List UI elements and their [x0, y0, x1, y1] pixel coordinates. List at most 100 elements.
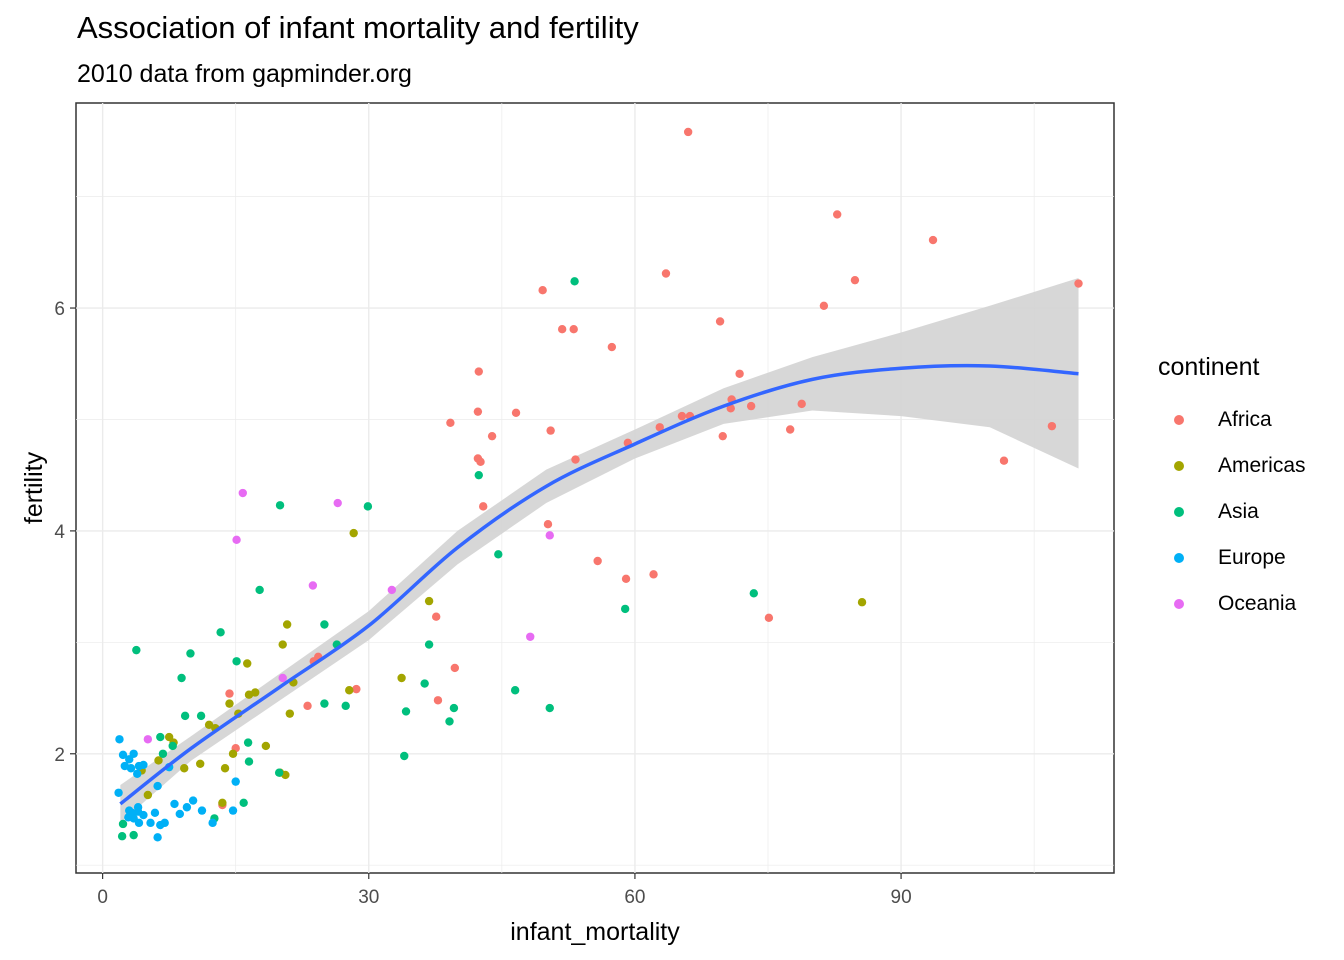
point-asia [239, 798, 248, 807]
point-americas [345, 686, 354, 695]
point-asia [186, 649, 195, 658]
point-asia [244, 757, 254, 766]
point-europe [153, 833, 162, 842]
point-oceania [232, 535, 241, 545]
point-africa [746, 401, 756, 411]
point-asia [275, 501, 285, 510]
point-africa [715, 317, 725, 326]
legend-label: Oceania [1218, 592, 1297, 615]
point-europe [182, 803, 192, 812]
point-africa [543, 520, 553, 529]
point-asia [243, 738, 253, 747]
point-africa [1074, 279, 1083, 288]
x-axis-title: infant_mortality [510, 918, 680, 946]
point-africa [1047, 421, 1057, 431]
point-asia [570, 277, 579, 286]
point-europe [146, 818, 155, 828]
point-africa [764, 613, 774, 623]
x-tick-label: 30 [358, 887, 379, 908]
point-oceania [387, 585, 397, 595]
point-asia [341, 701, 350, 711]
point-oceania [143, 735, 153, 744]
legend-label: Americas [1218, 454, 1306, 477]
point-americas [278, 640, 287, 649]
point-americas [251, 688, 260, 697]
point-europe [197, 806, 207, 815]
point-asia [445, 717, 454, 726]
point-africa [593, 556, 602, 566]
point-africa [797, 399, 806, 409]
point-africa [683, 127, 693, 137]
point-asia [132, 645, 141, 655]
point-africa [546, 426, 555, 435]
point-africa [785, 425, 795, 434]
point-africa [571, 455, 580, 464]
y-axis-title: fertility [20, 451, 48, 524]
point-asia [510, 686, 520, 695]
point-asia [274, 768, 284, 777]
point-africa [726, 404, 735, 413]
point-asia [749, 589, 759, 598]
point-americas [154, 756, 163, 765]
point-africa [474, 367, 483, 376]
confidence-band [120, 277, 1079, 823]
point-europe [153, 781, 162, 791]
point-asia [420, 679, 429, 688]
point-africa [718, 431, 727, 441]
smooth-fit-line [119, 363, 1079, 806]
point-americas [180, 764, 189, 773]
point-africa [649, 570, 658, 579]
legend-key [1168, 501, 1190, 523]
point-europe [228, 806, 238, 815]
point-asia [177, 673, 186, 683]
point-africa [225, 689, 234, 698]
legend-label: Africa [1218, 408, 1272, 431]
axis-ticks: 0 30 60 90 2 4 6 [54, 299, 911, 908]
point-americas [225, 699, 234, 708]
legend-key [1168, 547, 1190, 569]
point-americas [349, 528, 358, 538]
point-africa [487, 431, 497, 441]
point-asia [216, 628, 225, 637]
point-europe [125, 755, 134, 764]
point-oceania [308, 581, 318, 590]
point-africa [819, 301, 829, 311]
point-africa [511, 408, 521, 417]
point-oceania [238, 488, 247, 498]
point-oceania [545, 531, 554, 540]
point-europe [139, 760, 148, 770]
legend-key [1168, 409, 1190, 431]
point-africa [303, 701, 312, 711]
point-europe [126, 764, 136, 773]
point-africa [999, 456, 1009, 465]
point-africa [607, 342, 617, 352]
point-asia [117, 832, 127, 841]
point-europe [188, 796, 198, 805]
point-africa [433, 696, 443, 705]
point-asia [545, 703, 554, 713]
legend-item-americas: Americas [1168, 452, 1306, 480]
point-africa [833, 210, 842, 219]
point-americas [857, 598, 867, 607]
point-africa [677, 411, 687, 421]
point-asia [424, 640, 434, 649]
legend-title: continent [1158, 353, 1260, 381]
point-europe [139, 810, 148, 820]
point-asia [400, 751, 409, 761]
point-europe [134, 818, 144, 828]
point-europe [150, 808, 160, 818]
point-africa [621, 574, 631, 584]
point-americas [282, 620, 292, 629]
point-asia [196, 711, 206, 721]
x-tick-label: 60 [624, 887, 645, 908]
point-europe [124, 813, 133, 822]
point-europe [133, 803, 143, 812]
legend-key [1168, 593, 1190, 615]
legend-item-asia: Asia [1168, 498, 1259, 526]
point-africa [569, 325, 578, 334]
point-americas [220, 764, 230, 773]
point-asia [156, 732, 165, 742]
point-asia [449, 703, 459, 713]
point-asia [232, 657, 241, 666]
point-asia [494, 550, 503, 559]
